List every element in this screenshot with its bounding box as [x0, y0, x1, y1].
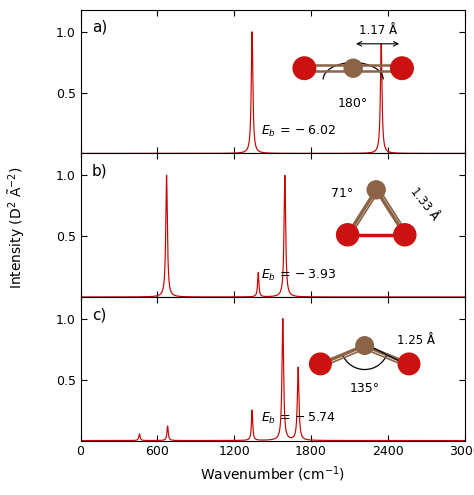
- Text: c): c): [92, 307, 107, 322]
- Text: b): b): [92, 163, 108, 179]
- Text: a): a): [92, 20, 107, 35]
- Text: $E_b\/=\/\!-6.02$: $E_b\/=\/\!-6.02$: [261, 124, 336, 139]
- Text: $E_b\/=\/\!-3.93$: $E_b\/=\/\!-3.93$: [261, 267, 337, 283]
- X-axis label: Wavenumber (cm$^{-1}$): Wavenumber (cm$^{-1}$): [200, 464, 345, 484]
- Text: Intensity ($\mathregular{D}^2$ $\mathregular{\tilde{A}}^{-2}$): Intensity ($\mathregular{D}^2$ $\mathreg…: [6, 166, 27, 289]
- Text: $E_b\/=\/\!-5.74$: $E_b\/=\/\!-5.74$: [261, 411, 336, 426]
